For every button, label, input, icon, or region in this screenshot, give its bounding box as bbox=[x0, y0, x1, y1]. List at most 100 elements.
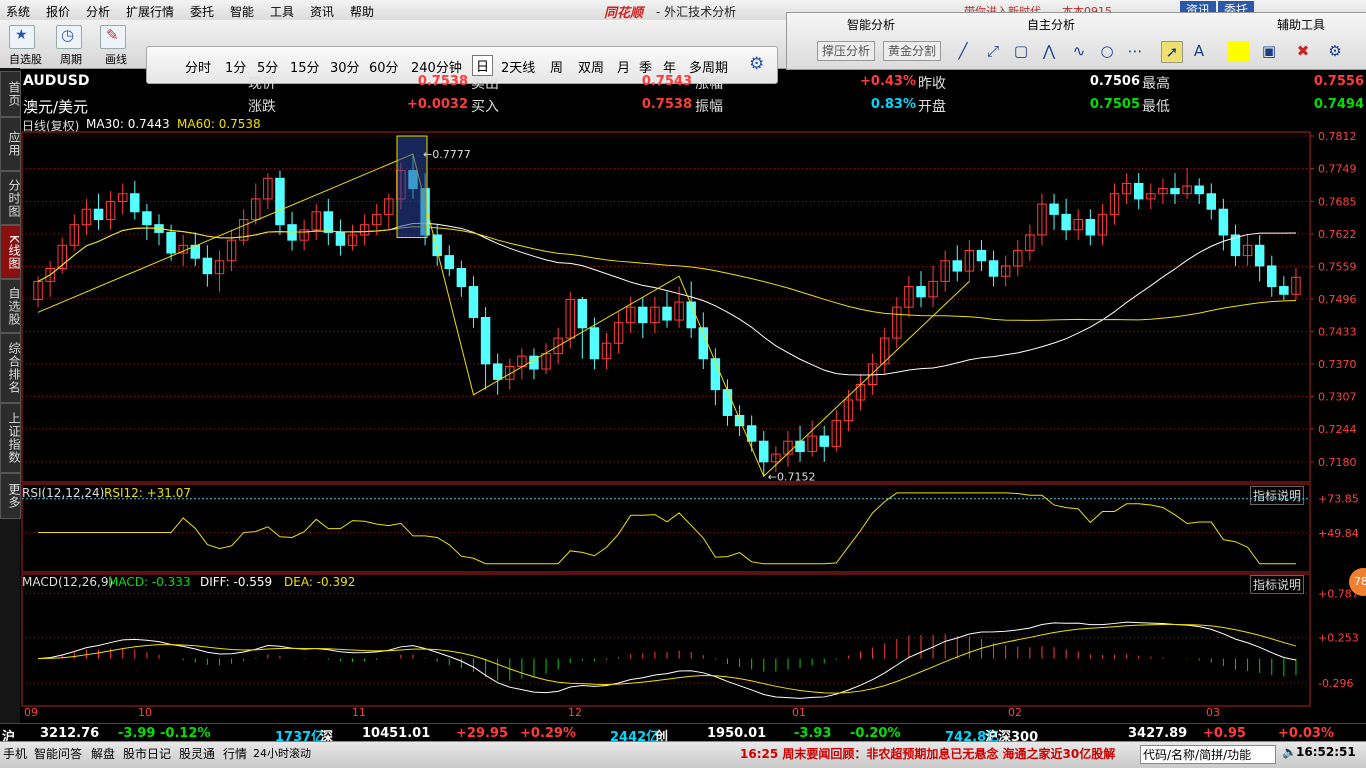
delete-icon[interactable]: ✖ bbox=[1296, 42, 1310, 60]
period-1min[interactable]: 1分 bbox=[225, 61, 247, 76]
candle-body bbox=[1170, 188, 1180, 195]
pressure-analysis-button[interactable]: 撑压分析 bbox=[817, 41, 876, 61]
bottom-mobile[interactable]: 手机 bbox=[3, 747, 28, 761]
rsi-line bbox=[38, 492, 1296, 565]
bottom-market[interactable]: 行情 bbox=[223, 747, 248, 761]
candle-body bbox=[638, 306, 648, 324]
channel-tool-icon[interactable]: ⋀ bbox=[1042, 42, 1056, 60]
smart-analysis-header[interactable]: 智能分析 bbox=[847, 18, 896, 32]
candle-body bbox=[674, 301, 684, 321]
dea-value: DEA: -0.392 bbox=[284, 575, 356, 589]
candle-body bbox=[1085, 219, 1096, 236]
value-open: 0.7505 bbox=[1089, 97, 1140, 112]
period-week[interactable]: 周 bbox=[550, 61, 564, 76]
period-month[interactable]: 月 bbox=[617, 61, 631, 76]
candle-body bbox=[589, 327, 600, 360]
period-30min[interactable]: 30分 bbox=[330, 61, 360, 76]
settings-gear-icon[interactable]: ⚙ bbox=[749, 54, 765, 74]
menu-extended[interactable]: 扩展行情 bbox=[126, 5, 175, 19]
aux-tools-header[interactable]: 辅助工具 bbox=[1277, 18, 1326, 32]
news-ticker[interactable]: 16:25 周末要闻回顾：非农超预期加息已无悬念 海通之家近30亿股解 bbox=[740, 747, 1116, 761]
color-swatch-icon[interactable] bbox=[1227, 41, 1249, 61]
candle-body bbox=[335, 231, 346, 246]
self-analysis-header[interactable]: 自主分析 bbox=[1027, 18, 1076, 32]
period-fenshi[interactable]: 分时 bbox=[185, 61, 212, 76]
menu-system[interactable]: 系统 bbox=[6, 5, 31, 19]
bottom-diary[interactable]: 股市日记 bbox=[123, 747, 172, 761]
period-year[interactable]: 年 bbox=[663, 61, 677, 76]
period-2day[interactable]: 2天线 bbox=[501, 61, 536, 76]
ticker-item: -3.93 bbox=[794, 726, 832, 741]
more-tools-icon[interactable]: ⋯ bbox=[1127, 42, 1143, 60]
search-input[interactable]: 代码/名称/简拼/功能 bbox=[1140, 745, 1276, 764]
bottom-24h[interactable]: 24小时滚动 bbox=[253, 747, 311, 760]
period-5min[interactable]: 5分 bbox=[257, 61, 279, 76]
period-icon[interactable]: ◷ bbox=[56, 25, 82, 49]
text-tool-icon[interactable]: A bbox=[1193, 42, 1205, 60]
label-amplitude: 振幅 bbox=[695, 99, 723, 115]
menu-analysis[interactable]: 分析 bbox=[86, 5, 111, 19]
price-tick-label: 0.7244 bbox=[1318, 423, 1357, 436]
delete-style-icon[interactable]: ▣ bbox=[1261, 42, 1277, 60]
wave-tool-icon[interactable]: ∿ bbox=[1072, 42, 1086, 60]
circle-tool-icon[interactable]: ○ bbox=[1100, 42, 1114, 60]
period-biweek[interactable]: 双周 bbox=[578, 61, 605, 76]
kline-chart[interactable]: 0.7812 0.7749 0.7685 0.7622 0.7559 0.7496 0.74… bbox=[20, 118, 1366, 723]
period-daily[interactable]: 日 bbox=[472, 55, 494, 76]
ray-tool-icon[interactable]: ⤢ bbox=[986, 42, 999, 60]
menu-quote[interactable]: 报价 bbox=[46, 5, 71, 19]
tab-more[interactable]: 更多 bbox=[0, 473, 21, 519]
rect-tool-icon[interactable]: ▢ bbox=[1013, 42, 1029, 60]
tab-shanghai-index[interactable]: 上证指数 bbox=[0, 403, 21, 473]
macd-explain-button[interactable]: 指标说明 bbox=[1250, 575, 1305, 594]
self-select-icon[interactable]: ★ bbox=[9, 25, 35, 49]
value-prev-close: 0.7506 bbox=[1089, 74, 1140, 89]
period-60min[interactable]: 60分 bbox=[369, 61, 399, 76]
tab-timeshare[interactable]: 分时图 bbox=[0, 171, 21, 225]
tab-kline[interactable]: K线图 bbox=[0, 225, 21, 279]
period-quarter[interactable]: 季 bbox=[639, 61, 653, 76]
menu-help[interactable]: 帮助 bbox=[350, 5, 375, 19]
menu-trade[interactable]: 委托 bbox=[190, 5, 215, 19]
zigzag-line bbox=[37, 153, 970, 478]
rsi-explain-button[interactable]: 指标说明 bbox=[1250, 486, 1305, 505]
candle-body bbox=[1206, 193, 1217, 210]
bottom-lingtong[interactable]: 股灵通 bbox=[179, 747, 216, 761]
value-change: +0.0032 bbox=[406, 97, 468, 112]
clock: 16:52:51 bbox=[1296, 745, 1356, 759]
window-title: - 外汇技术分析 bbox=[656, 5, 737, 19]
period-15min[interactable]: 15分 bbox=[290, 61, 320, 76]
low-marker-label: ←0.7152 bbox=[768, 470, 816, 483]
menu-tools[interactable]: 工具 bbox=[270, 5, 295, 19]
value-change-pct: +0.43% bbox=[860, 74, 916, 89]
speaker-icon[interactable]: 🔈 bbox=[1282, 745, 1297, 759]
menu-news[interactable]: 资讯 bbox=[310, 5, 335, 19]
cursor-icon[interactable]: ➚ bbox=[1161, 41, 1183, 63]
candle-body bbox=[371, 213, 382, 226]
candle-body bbox=[263, 177, 273, 200]
bottom-jiepan[interactable]: 解盘 bbox=[91, 747, 116, 761]
label-change-pct: 涨幅 bbox=[695, 76, 723, 92]
candle-body bbox=[601, 342, 612, 360]
candle-body bbox=[625, 306, 636, 324]
menu-smart[interactable]: 智能 bbox=[230, 5, 255, 19]
period-240min[interactable]: 240分钟 bbox=[411, 61, 462, 76]
ticker-item: -0.20% bbox=[850, 726, 901, 741]
tab-watchlist[interactable]: 自选股 bbox=[0, 279, 21, 333]
candle-body bbox=[1133, 182, 1144, 200]
value-bid: 0.7538 bbox=[641, 97, 692, 112]
candle-body bbox=[831, 420, 842, 447]
floating-badge[interactable]: 78 bbox=[1349, 568, 1366, 596]
label-prev-close: 昨收 bbox=[918, 76, 946, 92]
line-tool-icon[interactable]: ╱ bbox=[958, 42, 968, 60]
tab-ranking[interactable]: 综合排名 bbox=[0, 333, 21, 403]
panel-settings-icon[interactable]: ⚙ bbox=[1328, 42, 1342, 60]
bottom-qa[interactable]: 智能问答 bbox=[34, 747, 83, 761]
draw-line-icon[interactable]: ✎ bbox=[100, 25, 126, 49]
macd-panel-frame bbox=[21, 573, 1311, 707]
period-multi[interactable]: 多周期 bbox=[689, 61, 729, 76]
tab-home[interactable]: 首页 bbox=[0, 71, 21, 117]
price-tick-label: 0.7685 bbox=[1318, 195, 1357, 208]
tab-apps[interactable]: 应用 bbox=[0, 117, 21, 171]
golden-section-button[interactable]: 黄金分割 bbox=[883, 41, 942, 61]
